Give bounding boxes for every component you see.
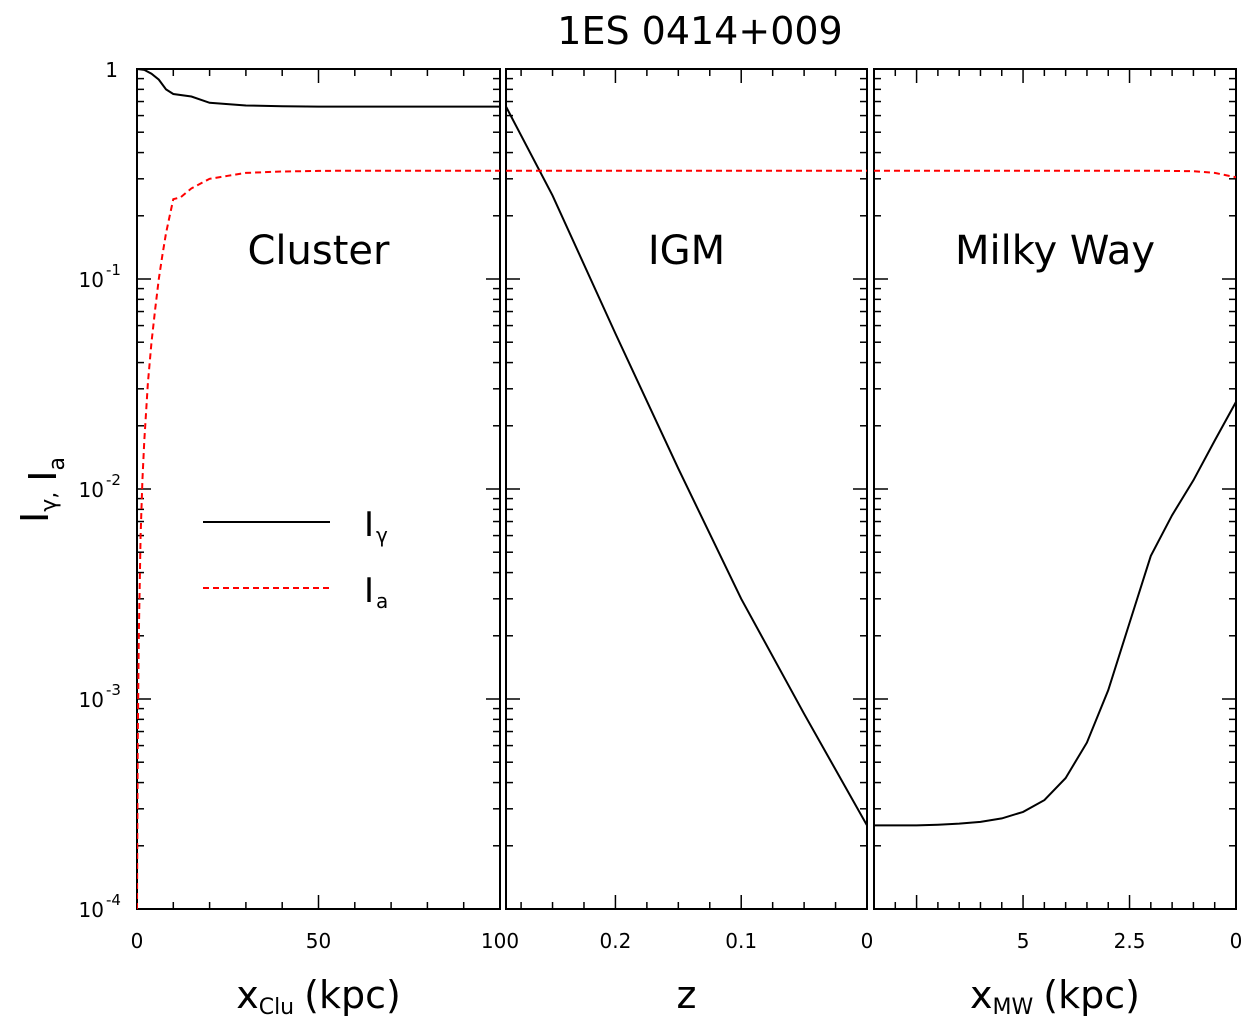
y-tick-exponent: -1 [106, 261, 121, 279]
panel-cluster: 0 50 100 xClu (kpc) Cluster [131, 68, 519, 1017]
y-tick-label: 10 [79, 688, 104, 712]
x-tick-label: 0 [131, 929, 144, 953]
y-ticks [874, 68, 1236, 910]
panel-frame [505, 68, 868, 910]
series-line-i-gamma [137, 68, 500, 108]
panel-frame [873, 68, 1237, 910]
y-axis-tick-labels: 110-110-210-310-4 [79, 58, 121, 922]
y-axis-label-text: Iγ,Ia [13, 457, 70, 523]
x-tick-label: 0 [1230, 929, 1243, 953]
x-axis-label: z [677, 973, 697, 1017]
y-axis-label-main: I [13, 512, 57, 523]
series-line-i-a [874, 169, 1236, 179]
y-ticks [506, 68, 867, 910]
x-axis-label-sub: Clu [259, 995, 294, 1017]
legend-label-main: I [364, 505, 374, 545]
x-tick-label: 5 [1017, 929, 1030, 953]
x-tick-label: 0 [861, 929, 874, 953]
x-tick-label: 100 [481, 929, 519, 953]
y-tick-label: 10 [79, 898, 104, 922]
x-axis-label-unit: (kpc) [1043, 973, 1140, 1017]
x-axis-label-main: x [236, 973, 259, 1017]
series-line-i-gamma [506, 106, 867, 826]
y-tick-label: 10 [79, 268, 104, 292]
x-axis-label-main: x [970, 973, 993, 1017]
x-ticks [136, 69, 501, 909]
x-tick-label: 50 [306, 929, 331, 953]
x-axis-label-sub: MW [993, 995, 1034, 1017]
series-line-i-a [137, 169, 500, 910]
y-axis-label-sub: γ, [37, 492, 62, 512]
y-tick-exponent: -3 [106, 681, 121, 699]
panel-igm: 0.2 0.1 0 z IGM [505, 68, 874, 1017]
panel-label: Cluster [248, 228, 391, 274]
panel-label: Milky Way [955, 228, 1155, 274]
panel-label: IGM [648, 228, 725, 274]
legend-label-sub: a [376, 589, 388, 613]
x-axis-label-unit: (kpc) [304, 973, 401, 1017]
legend-label-main: I [364, 571, 374, 611]
y-axis-label: Iγ,Ia [13, 457, 70, 523]
y-tick-label: 10 [79, 478, 104, 502]
x-axis-label-main: z [677, 973, 697, 1017]
panel-frame [136, 68, 501, 910]
x-axis-label: xMW (kpc) [970, 973, 1140, 1017]
legend-label-sub: γ [376, 523, 388, 547]
x-tick-label: 0.1 [725, 929, 757, 953]
series-line-i-gamma [874, 401, 1236, 827]
y-tick-label: 1 [105, 58, 118, 82]
y-axis-label-sub: a [45, 457, 70, 470]
chart-title: 1ES 0414+009 [557, 9, 842, 53]
x-ticks [873, 69, 1237, 909]
x-tick-label: 0.2 [600, 929, 632, 953]
x-axis-label: xClu (kpc) [236, 973, 401, 1017]
y-tick-exponent: -2 [106, 471, 121, 489]
x-ticks [520, 69, 868, 909]
x-tick-label: 2.5 [1114, 929, 1146, 953]
y-tick-exponent: -4 [106, 891, 121, 909]
y-ticks [137, 68, 500, 910]
y-axis-label-main: I [21, 471, 65, 482]
panel-milky-way: 5 2.5 0 xMW (kpc) Milky Way [873, 68, 1243, 1017]
